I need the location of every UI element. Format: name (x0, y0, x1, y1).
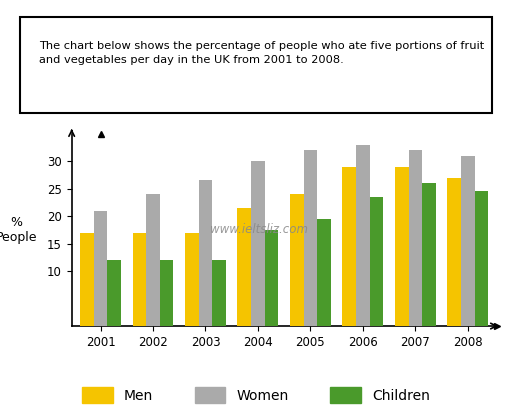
Legend: Men, Women, Children: Men, Women, Children (77, 382, 435, 408)
Bar (80, 233, 94, 326)
Bar (146, 194, 160, 326)
Bar (199, 181, 212, 326)
Bar (265, 230, 279, 326)
Bar (356, 145, 370, 326)
Bar (370, 197, 383, 326)
Bar (94, 211, 108, 326)
Bar (395, 167, 409, 326)
Bar (133, 233, 146, 326)
Bar (185, 233, 199, 326)
Text: www.ieltsliz.com: www.ieltsliz.com (209, 223, 308, 237)
Bar (108, 260, 121, 326)
Bar (461, 156, 475, 326)
Bar (290, 194, 304, 326)
Bar (317, 219, 331, 326)
FancyBboxPatch shape (20, 17, 492, 113)
Bar (304, 150, 317, 326)
Bar (422, 183, 436, 326)
Bar (238, 208, 251, 326)
Bar (251, 161, 265, 326)
Bar (409, 150, 422, 326)
Bar (447, 178, 461, 326)
Y-axis label: %
People: % People (0, 216, 37, 244)
Text: The chart below shows the percentage of people who ate five portions of fruit
an: The chart below shows the percentage of … (39, 41, 484, 65)
Bar (212, 260, 226, 326)
Bar (343, 167, 356, 326)
Bar (160, 260, 174, 326)
Bar (475, 191, 488, 326)
